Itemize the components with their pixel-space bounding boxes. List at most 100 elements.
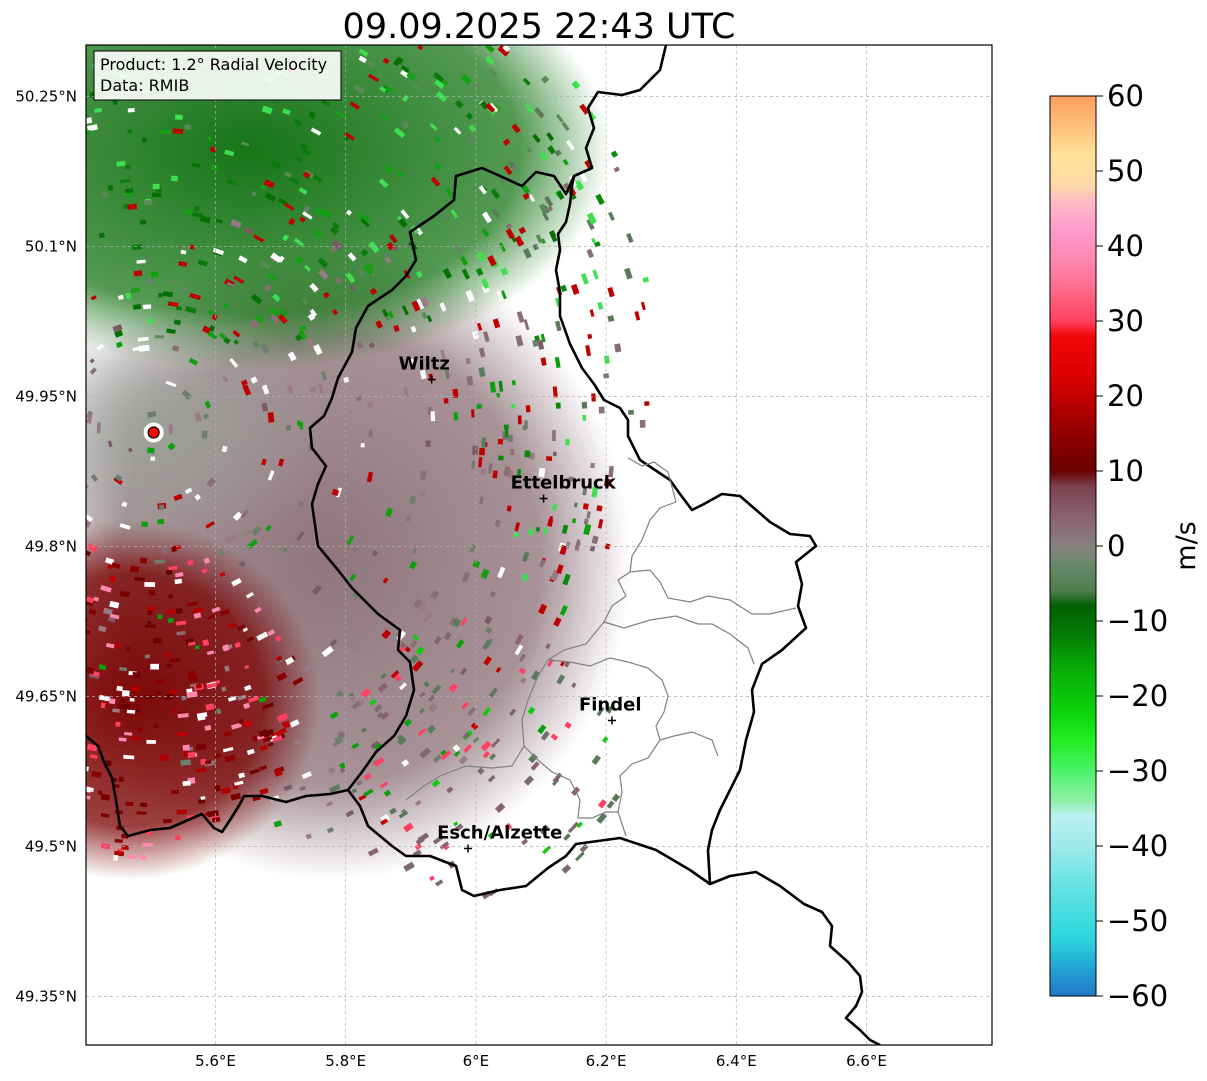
velocity-gate	[511, 165, 518, 172]
velocity-gate	[86, 743, 98, 752]
velocity-gate	[526, 146, 532, 153]
velocity-gate	[145, 624, 156, 628]
velocity-gate	[498, 380, 504, 392]
colorbar-tick-label: 10	[1107, 454, 1144, 488]
velocity-gate	[488, 67, 498, 77]
velocity-gate	[131, 685, 141, 692]
velocity-gate	[119, 666, 128, 672]
velocity-gate	[397, 736, 407, 746]
velocity-gate	[278, 727, 287, 735]
velocity-gate	[86, 412, 93, 424]
velocity-gate	[353, 84, 366, 94]
velocity-gate	[77, 136, 84, 142]
velocity-gate	[534, 107, 545, 119]
velocity-gate	[98, 625, 107, 633]
velocity-gate	[41, 72, 52, 80]
velocity-gate	[610, 150, 619, 158]
velocity-gate	[318, 269, 329, 280]
velocity-gate	[546, 456, 553, 462]
velocity-gate	[550, 233, 558, 243]
velocity-gate	[523, 318, 530, 331]
velocity-gate	[132, 346, 143, 352]
velocity-gate	[573, 502, 578, 508]
velocity-gate	[589, 309, 595, 317]
velocity-gate	[206, 650, 215, 656]
velocity-gate	[309, 282, 319, 293]
velocity-gate	[261, 105, 273, 115]
velocity-gate	[255, 314, 265, 324]
velocity-gate	[17, 732, 27, 740]
velocity-gate	[98, 232, 106, 239]
velocity-gate	[211, 816, 221, 823]
velocity-gate	[606, 800, 615, 809]
velocity-gate	[246, 636, 254, 643]
velocity-gate	[251, 319, 260, 327]
velocity-gate	[528, 753, 538, 764]
velocity-gate	[367, 401, 374, 408]
velocity-gate	[221, 445, 228, 453]
velocity-gate	[140, 855, 146, 861]
velocity-gate	[419, 707, 425, 714]
velocity-gate	[3, 611, 10, 617]
velocity-gate	[506, 505, 512, 512]
velocity-gate	[194, 205, 200, 212]
velocity-gate	[470, 722, 479, 730]
velocity-gate	[298, 187, 308, 195]
velocity-gate	[496, 392, 501, 398]
velocity-gate	[263, 736, 273, 743]
velocity-gate	[568, 476, 575, 482]
velocity-gate	[203, 557, 211, 565]
velocity-gate	[537, 339, 545, 350]
velocity-gate	[220, 609, 231, 617]
velocity-gate	[548, 515, 554, 523]
velocity-gate	[378, 178, 389, 188]
velocity-gate	[293, 237, 305, 247]
velocity-gate	[277, 313, 288, 325]
velocity-gate	[125, 646, 131, 652]
velocity-gate	[318, 383, 324, 394]
velocity-gate	[1, 719, 10, 727]
velocity-gate	[383, 789, 392, 797]
velocity-gate	[377, 682, 388, 693]
velocity-gate	[360, 443, 365, 448]
velocity-gate	[389, 807, 397, 815]
velocity-gate	[30, 122, 39, 129]
velocity-gate	[180, 249, 187, 255]
velocity-gate	[267, 470, 275, 481]
velocity-gate	[47, 618, 58, 627]
velocity-gate	[107, 616, 116, 623]
velocity-gate	[214, 752, 222, 759]
velocity-gate	[107, 564, 113, 570]
velocity-gate	[471, 460, 476, 470]
velocity-gate	[366, 471, 374, 483]
velocity-gate	[516, 311, 525, 323]
velocity-gate	[22, 809, 27, 814]
velocity-gate	[433, 72, 445, 83]
velocity-gate	[421, 615, 430, 624]
velocity-gate	[247, 695, 260, 703]
velocity-gate	[136, 811, 147, 815]
velocity-gate	[276, 712, 289, 723]
velocity-gate	[272, 735, 283, 743]
velocity-gate	[214, 218, 224, 224]
velocity-gate	[181, 696, 187, 701]
city-marker: Esch/Alzette	[437, 823, 562, 853]
velocity-gate	[417, 45, 424, 51]
velocity-gate	[400, 209, 410, 220]
velocity-gate	[479, 496, 485, 505]
velocity-gate	[16, 234, 25, 242]
velocity-gate	[244, 226, 254, 235]
velocity-gate	[150, 271, 159, 278]
velocity-gate	[270, 730, 282, 738]
velocity-gate	[532, 133, 541, 144]
velocity-gate	[601, 736, 609, 744]
velocity-gate	[178, 261, 188, 267]
velocity-gate	[606, 705, 614, 714]
velocity-gate	[100, 813, 110, 818]
velocity-gate	[371, 549, 379, 557]
velocity-gate	[116, 685, 123, 692]
border-lines	[86, 45, 881, 1045]
velocity-gate	[478, 456, 483, 468]
velocity-gate	[261, 402, 269, 412]
velocity-gate	[539, 824, 550, 835]
